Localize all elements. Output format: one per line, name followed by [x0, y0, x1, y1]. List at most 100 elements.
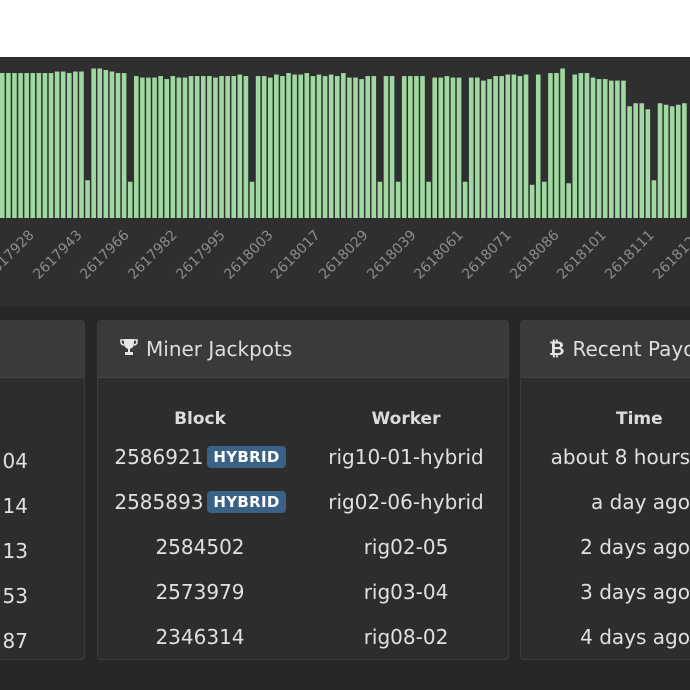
bar — [66, 73, 72, 218]
bar — [651, 180, 657, 218]
bar — [328, 74, 334, 218]
payouts-header: ₿ Recent Payou — [521, 321, 690, 378]
bar — [170, 76, 176, 218]
jackpots-table: Block Worker 2586921 HYBRID rig10-01-hybr… — [98, 404, 508, 659]
block-number[interactable]: 2584502 — [155, 534, 245, 559]
bar — [353, 77, 358, 218]
bar — [609, 80, 614, 218]
bar — [572, 74, 578, 218]
bar — [249, 181, 255, 218]
bar — [584, 73, 590, 218]
bar — [121, 73, 127, 218]
table-row: 2346314 rig08-02 — [98, 614, 508, 659]
bar — [456, 77, 462, 218]
worker-cell: rig08-02 — [363, 624, 449, 649]
bar — [274, 74, 279, 218]
bar — [633, 103, 638, 218]
table-row: 13 — [0, 528, 84, 573]
block-number[interactable]: 2586921 — [114, 444, 204, 469]
bar — [450, 77, 456, 218]
bar — [213, 77, 218, 218]
left-cell: 53 — [2, 583, 28, 608]
bar — [292, 74, 297, 218]
bar — [645, 109, 651, 218]
bar — [140, 77, 145, 218]
bar — [444, 76, 450, 218]
bar — [414, 76, 419, 218]
bar — [523, 74, 529, 218]
bar — [602, 79, 608, 218]
bar — [627, 106, 632, 218]
worker-column-header: Worker — [371, 409, 441, 429]
left-panel-header — [0, 321, 84, 378]
bar — [146, 77, 151, 218]
hashrate-bar-chart: 2617928 2617943 2617966 2617982 2617995 26180… — [0, 57, 690, 307]
block-cell: 2573979 — [98, 569, 302, 614]
bar — [499, 76, 504, 218]
payouts-table: Time about 8 hours a day ago 2 days ago … — [521, 404, 690, 659]
bar — [371, 76, 377, 218]
jackpots-header: Miner Jackpots — [98, 321, 508, 378]
table-row: 3 days ago — [521, 569, 690, 614]
left-cell: 13 — [2, 538, 28, 563]
bar — [103, 70, 109, 218]
bar — [639, 103, 645, 218]
block-number[interactable]: 2585893 — [114, 489, 204, 514]
bar — [615, 80, 620, 218]
table-row: 53 — [0, 573, 84, 618]
bar — [255, 76, 261, 218]
table-row: 87 — [0, 618, 84, 659]
bar — [383, 76, 389, 218]
bar — [432, 77, 437, 218]
block-cell: 2584502 — [98, 524, 302, 569]
bar — [505, 74, 511, 218]
left-cell: 14 — [2, 493, 28, 518]
block-number[interactable]: 2573979 — [155, 579, 245, 604]
bar — [408, 76, 413, 218]
bar — [207, 76, 212, 218]
bar — [334, 76, 340, 218]
bar — [669, 106, 675, 218]
bar — [24, 73, 29, 218]
bar — [188, 76, 194, 218]
bar — [535, 74, 541, 218]
block-cell: 2586921 HYBRID — [98, 434, 302, 479]
bar — [316, 74, 322, 218]
bar — [304, 73, 310, 218]
bar — [42, 73, 48, 218]
table-row: 4 days ago — [521, 614, 690, 659]
bar — [18, 73, 23, 218]
time-column-header: Time — [616, 409, 663, 429]
bar — [578, 73, 584, 218]
bar — [115, 73, 121, 218]
worker-cell: rig02-05 — [363, 534, 449, 559]
bar — [462, 181, 468, 218]
trophy-icon — [120, 338, 138, 361]
bar — [231, 76, 237, 218]
block-number[interactable]: 2346314 — [155, 624, 245, 649]
bar — [560, 68, 565, 218]
bar — [176, 77, 182, 218]
bar — [682, 103, 687, 218]
bar — [365, 76, 370, 218]
bar — [529, 184, 535, 218]
bar — [237, 74, 243, 218]
bar — [341, 73, 346, 218]
table-row: 2573979 rig03-04 — [98, 569, 508, 614]
bar — [401, 76, 407, 218]
bar — [426, 181, 431, 218]
hybrid-badge: HYBRID — [207, 490, 286, 513]
bar — [542, 181, 547, 218]
worker-cell: rig02-06-hybrid — [328, 489, 484, 514]
bar — [280, 76, 285, 218]
table-row: 14 — [0, 483, 84, 528]
table-row: 2586921 HYBRID rig10-01-hybrid — [98, 434, 508, 479]
table-row: 2 days ago — [521, 524, 690, 569]
left-cell: 04 — [2, 448, 28, 473]
bar — [347, 77, 352, 218]
bar — [420, 76, 425, 218]
time-cell: 2 days ago — [580, 534, 690, 559]
bar — [60, 71, 66, 218]
time-cell: a day ago — [591, 489, 690, 514]
bar — [359, 79, 364, 218]
